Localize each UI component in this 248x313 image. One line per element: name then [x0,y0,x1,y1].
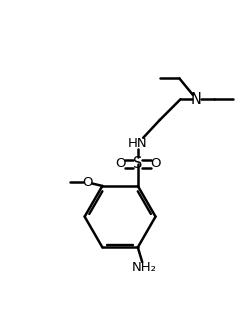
Text: NH₂: NH₂ [131,261,156,274]
Text: S: S [133,156,143,172]
Text: O: O [115,157,125,171]
Text: O: O [82,176,93,189]
Text: O: O [150,157,161,171]
Text: N: N [191,92,202,107]
Text: HN: HN [128,137,148,150]
